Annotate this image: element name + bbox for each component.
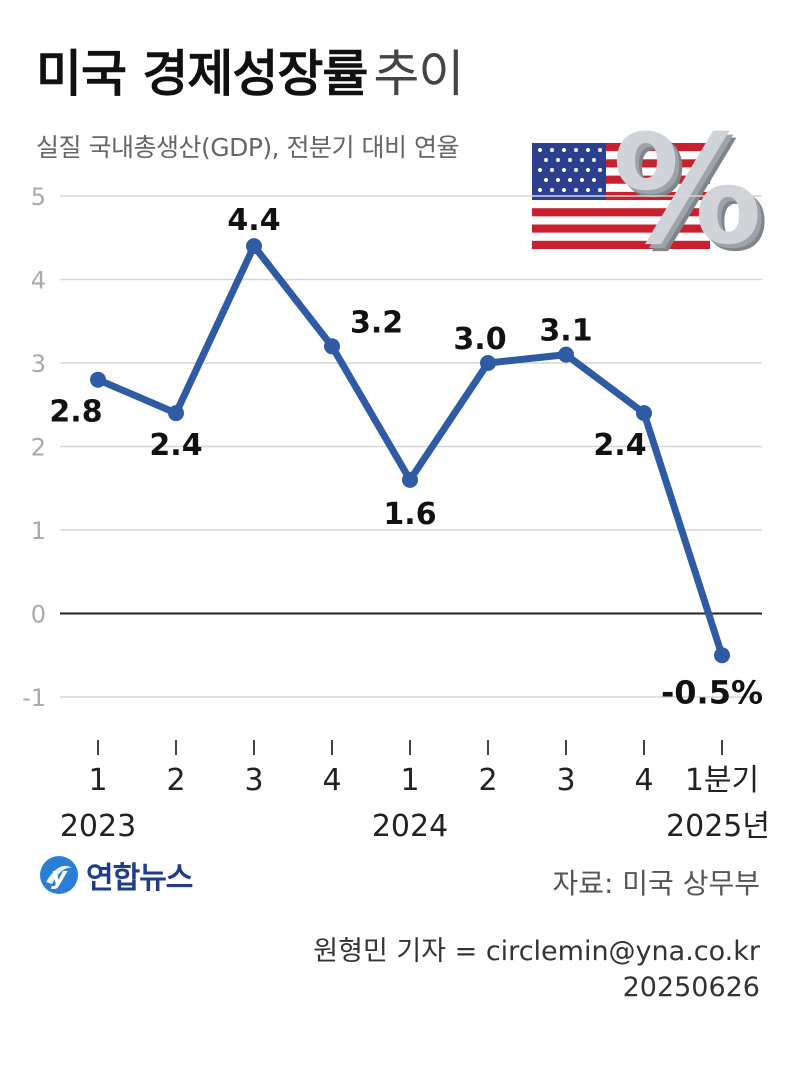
reporter-credit: 원형민 기자 = circlemin@yna.co.kr — [313, 936, 760, 967]
y-tick-label: 2 — [31, 434, 46, 462]
publish-date: 20250626 — [622, 972, 760, 1003]
data-point — [90, 371, 106, 388]
y-tick-label: 4 — [31, 267, 46, 295]
yonhap-logo-text: 연합뉴스 — [86, 861, 193, 896]
yonhap-logo-icon: y — [40, 856, 78, 894]
x-tick-label: 3 — [244, 763, 263, 798]
line-chart: 5 4 3 2 1 0 -1 1 2 3 4 1 2 3 4 1분기 2023 2024 2025년 2.8 2.4… — [22, 183, 770, 844]
data-labels: 2.8 2.4 4.4 3.2 1.6 3.0 3.1 2.4 -0.5% — [49, 203, 763, 711]
x-tick-label: 3 — [556, 763, 575, 798]
x-tick-label: 2 — [166, 763, 185, 798]
y-tick-label: 0 — [31, 601, 46, 629]
data-point — [558, 346, 574, 363]
y-tick-label: 5 — [31, 183, 46, 211]
data-point — [480, 355, 496, 371]
grid-layer — [60, 195, 762, 698]
data-label: 3.2 — [350, 305, 403, 340]
year-label: 2024 — [372, 809, 448, 844]
data-point — [324, 338, 340, 355]
yonhap-logo: y 연합뉴스 — [38, 853, 193, 897]
data-point — [636, 405, 652, 422]
year-label: 2023 — [60, 809, 136, 844]
data-label: 3.0 — [453, 322, 506, 357]
chart-title-main: 미국 경제성장률 — [36, 45, 368, 103]
x-tick-label: 2 — [478, 763, 497, 798]
data-label: 1.6 — [383, 497, 436, 532]
data-point — [168, 405, 184, 422]
data-point — [402, 471, 418, 488]
y-tick-label: 1 — [31, 517, 46, 545]
source-note: 자료: 미국 상무부 — [552, 867, 760, 900]
x-tick-label: 1 — [88, 763, 107, 798]
chart-title: 미국 경제성장률 추이 — [36, 34, 464, 106]
x-tick-label: 1 — [400, 763, 419, 798]
data-point — [246, 238, 262, 255]
data-label: 2.8 — [49, 395, 102, 430]
data-points — [90, 238, 730, 664]
y-tick-label: 3 — [31, 350, 46, 378]
y-tick-label: -1 — [22, 684, 46, 712]
x-tick-label: 4 — [634, 763, 653, 798]
chart-title-suffix: 추이 — [373, 45, 464, 103]
x-tick-label: 1분기 — [685, 763, 759, 798]
data-label: 2.4 — [593, 428, 646, 463]
x-axis-ticks: 1 2 3 4 1 2 3 4 1분기 2023 2024 2025년 — [60, 740, 770, 844]
chart-subtitle: 실질 국내총생산(GDP), 전분기 대비 연율 — [36, 133, 459, 162]
data-point — [714, 647, 730, 664]
svg-text:y: y — [51, 862, 68, 890]
data-label: 3.1 — [539, 314, 592, 349]
x-tick-label: 4 — [322, 763, 341, 798]
credit-block: 원형민 기자 = circlemin@yna.co.kr 20250626 — [313, 934, 760, 1006]
y-axis-ticks: 5 4 3 2 1 0 -1 — [22, 183, 46, 712]
data-label: -0.5% — [661, 673, 763, 711]
percent-icon: % — [612, 104, 763, 278]
year-label: 2025년 — [666, 809, 770, 844]
data-label: 2.4 — [149, 428, 202, 463]
data-label: 4.4 — [227, 203, 280, 238]
